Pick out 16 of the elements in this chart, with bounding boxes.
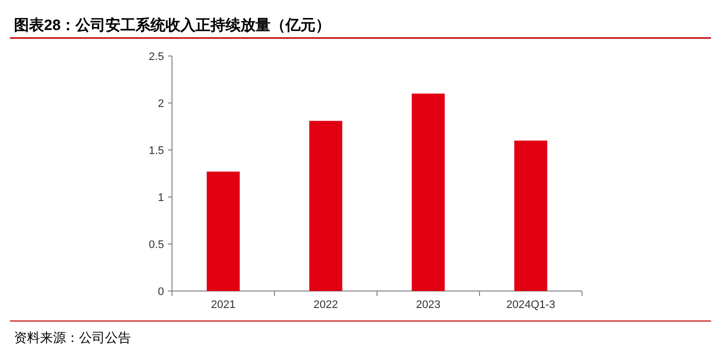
text: 资料来源：公司公告 (14, 330, 131, 345)
y-tick-label: 0 (158, 286, 164, 298)
bar (206, 172, 240, 291)
y-tick-label: 2.5 (148, 51, 164, 63)
x-tick-label: 2021 (211, 299, 236, 311)
x-tick-label: 2024Q1-3 (506, 299, 556, 311)
y-tick-label: 1.5 (148, 145, 164, 157)
y-tick-label: 2 (158, 98, 164, 110)
y-tick-label: 0.5 (148, 239, 164, 251)
title: 图表28：公司安工系统收入正持续放量（亿元） (14, 17, 331, 34)
x-tick-label: 2023 (416, 299, 440, 311)
x-tick-label: 2022 (314, 299, 338, 311)
bar (309, 120, 342, 291)
bar (412, 94, 445, 291)
bar (514, 140, 548, 291)
y-tick-label: 1 (158, 192, 164, 204)
